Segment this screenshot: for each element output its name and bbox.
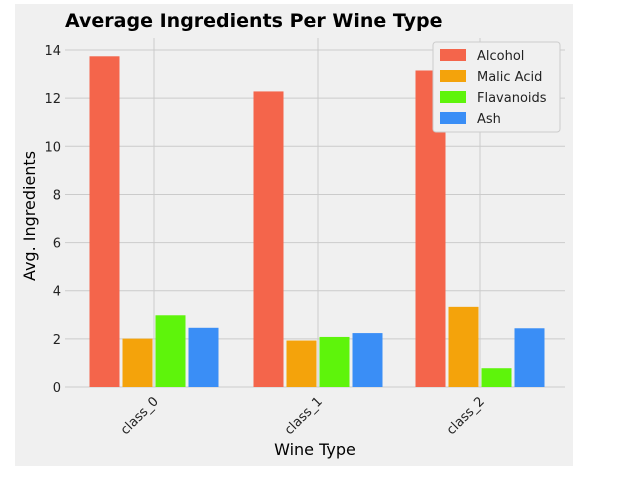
legend-swatch (440, 49, 466, 61)
legend-label: Flavanoids (477, 91, 547, 106)
y-tick-label: 0 (53, 381, 61, 396)
bar (188, 327, 219, 387)
legend-label: Alcohol (477, 49, 524, 64)
x-tick-label: class_0 (118, 394, 162, 438)
y-tick-label: 12 (44, 92, 61, 107)
legend-label: Ash (477, 112, 501, 127)
chart-figure: 0 2 4 6 8 10 12 14 class_0 class_1 class_2 Averag… (15, 4, 573, 466)
legend-box (432, 41, 561, 133)
x-tick-label: class_2 (444, 394, 488, 438)
y-tick-label: 10 (44, 140, 61, 155)
y-tick-labels: 0 2 4 6 8 10 12 14 (44, 44, 61, 396)
bar (352, 333, 383, 387)
bar (481, 368, 512, 387)
y-tick-label: 8 (53, 188, 61, 203)
bar (448, 306, 479, 387)
bar (319, 336, 350, 387)
legend: Alcohol Malic Acid Flavanoids Ash (432, 41, 561, 133)
bar (89, 56, 120, 387)
x-tick-labels: class_0 class_1 class_2 (118, 394, 488, 438)
y-tick-label: 6 (53, 237, 61, 252)
bar (286, 340, 317, 387)
y-tick-label: 14 (44, 44, 61, 59)
legend-swatch (440, 112, 466, 124)
legend-swatch (440, 91, 466, 103)
legend-label: Malic Acid (477, 70, 542, 85)
y-axis-label: Avg. Ingredients (20, 151, 39, 281)
x-axis-label: Wine Type (274, 440, 356, 459)
chart-title: Average Ingredients Per Wine Type (65, 10, 442, 32)
bar-chart: 0 2 4 6 8 10 12 14 class_0 class_1 class_2 Averag… (20, 10, 565, 459)
x-tick-label: class_1 (282, 394, 326, 438)
bar (155, 315, 186, 387)
legend-swatch (440, 70, 466, 82)
bars (89, 56, 545, 387)
bar (253, 91, 284, 387)
bar (122, 338, 153, 387)
y-tick-label: 2 (53, 333, 61, 348)
bar (514, 328, 545, 387)
y-tick-label: 4 (53, 285, 61, 300)
